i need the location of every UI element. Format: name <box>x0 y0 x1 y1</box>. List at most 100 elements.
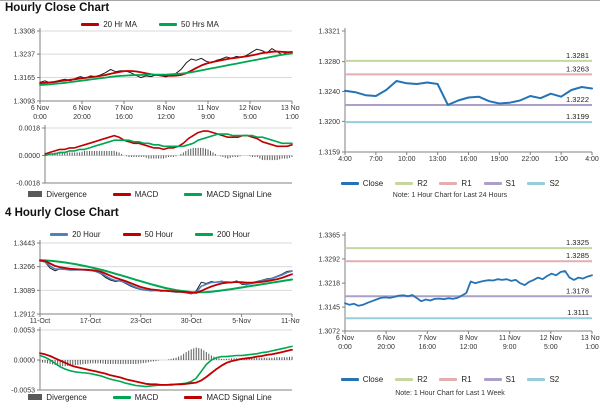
svg-text:1.3159: 1.3159 <box>319 150 341 157</box>
svg-text:1.3308: 1.3308 <box>14 29 36 36</box>
svg-text:1.3321: 1.3321 <box>319 29 341 36</box>
legend-label: R1 <box>461 178 472 188</box>
legend-item: R1 <box>439 178 472 188</box>
svg-text:11-Oct: 11-Oct <box>30 318 51 325</box>
divider <box>0 0 600 1</box>
line-swatch-icon <box>527 181 546 185</box>
svg-text:13 Nov: 13 Nov <box>281 105 300 112</box>
legend-label: Close <box>362 374 384 384</box>
legend-item: R1 <box>439 375 472 384</box>
four-hourly-ma-legend: 20 Hour 50 Hour 200 Hour <box>0 229 300 239</box>
legend-item: S1 <box>483 179 515 188</box>
line-swatch-icon <box>527 377 546 381</box>
svg-text:5-Nov: 5-Nov <box>232 318 251 325</box>
svg-text:10:00: 10:00 <box>398 156 416 163</box>
svg-text:5:00: 5:00 <box>544 344 558 351</box>
svg-text:1.3237: 1.3237 <box>14 52 36 59</box>
hourly-chart-title: Hourly Close Chart <box>5 2 110 14</box>
pivot-24h-chart: 1.3321 1.3280 1.3240 1.3200 1.3159 4:00 7:00 10… <box>300 20 600 180</box>
svg-text:0.0018: 0.0018 <box>19 126 41 133</box>
legend-label: Divergence <box>46 189 87 199</box>
line-swatch-icon <box>184 395 203 399</box>
svg-text:17-Oct: 17-Oct <box>80 318 101 325</box>
svg-text:1:00: 1:00 <box>585 344 599 351</box>
bar-swatch-icon <box>28 191 43 197</box>
line-swatch-icon <box>195 232 213 236</box>
legend-item: 20 Hour <box>50 229 101 239</box>
legend-label: R2 <box>417 374 428 384</box>
svg-text:1.3200: 1.3200 <box>319 119 341 126</box>
svg-text:0.0000: 0.0000 <box>19 153 41 160</box>
svg-text:7 Nov: 7 Nov <box>418 335 437 342</box>
svg-text:1.3285: 1.3285 <box>566 251 589 260</box>
svg-text:1.3072: 1.3072 <box>319 329 341 336</box>
legend-label: MACD <box>134 189 159 199</box>
svg-text:6 Nov: 6 Nov <box>336 335 355 342</box>
svg-text:6 Nov: 6 Nov <box>73 105 92 112</box>
svg-text:4:00: 4:00 <box>338 156 352 163</box>
svg-text:7:00: 7:00 <box>369 156 383 163</box>
four-hourly-close-chart: 1.3443 1.3266 1.3089 1.2912 11-Oct 17-Oct 23-O… <box>0 236 304 335</box>
four-hourly-macd-legend: Divergence MACD MACD Signal Line <box>0 392 300 402</box>
pivot-24h-legend: Close R2 R1 S1 S2 <box>300 178 600 188</box>
line-swatch-icon <box>340 181 359 185</box>
legend-label: 50 Hour <box>144 229 173 239</box>
legend-label: R2 <box>417 178 428 188</box>
pivot-week-chart: 1.3365 1.3292 1.3218 1.3145 1.3072 6 Nov 0:00 6… <box>300 226 600 363</box>
svg-text:20:00: 20:00 <box>73 114 91 121</box>
svg-text:12:00: 12:00 <box>460 344 478 351</box>
svg-text:1.3178: 1.3178 <box>566 286 589 295</box>
svg-text:1.3222: 1.3222 <box>566 95 589 104</box>
legend-item: S2 <box>527 375 559 384</box>
svg-text:22:00: 22:00 <box>521 156 539 163</box>
svg-text:1.3292: 1.3292 <box>319 256 341 263</box>
svg-text:11 Nov: 11 Nov <box>197 105 219 112</box>
svg-text:0:00: 0:00 <box>33 114 47 121</box>
svg-text:4:00: 4:00 <box>585 156 599 163</box>
svg-text:5:00: 5:00 <box>243 114 257 121</box>
legend-label: S1 <box>505 374 516 384</box>
svg-text:-0.0053: -0.0053 <box>11 388 35 395</box>
svg-text:1.3325: 1.3325 <box>566 238 589 247</box>
legend-label: MACD Signal Line <box>206 392 272 402</box>
svg-text:6 Nov: 6 Nov <box>31 105 50 112</box>
svg-text:12:00: 12:00 <box>157 114 175 121</box>
svg-text:12 Nov: 12 Nov <box>239 105 262 112</box>
legend-label: 20 Hour <box>72 229 101 239</box>
legend-item: 20 Hr MA <box>81 20 137 29</box>
pivot-week-note: Note: 1 Hour Chart for Last 1 Week <box>395 390 505 397</box>
pivot-week-legend: Close R2 R1 S1 S2 <box>300 374 600 384</box>
legend-label: Divergence <box>46 392 87 402</box>
svg-text:8 Nov: 8 Nov <box>459 335 478 342</box>
legend-item: Divergence <box>28 392 87 402</box>
svg-text:30-Oct: 30-Oct <box>181 318 202 325</box>
legend-item: MACD <box>112 393 158 402</box>
svg-text:1.3266: 1.3266 <box>14 264 36 271</box>
svg-text:1.3280: 1.3280 <box>319 59 341 66</box>
line-swatch-icon <box>483 181 502 185</box>
svg-text:1:00: 1:00 <box>285 114 299 121</box>
legend-item: Close <box>340 374 384 384</box>
legend-label: 50 Hrs MA <box>181 19 219 29</box>
legend-item: R2 <box>395 179 427 188</box>
svg-text:16:00: 16:00 <box>460 156 478 163</box>
svg-text:1.3443: 1.3443 <box>14 241 36 248</box>
svg-text:1.3281: 1.3281 <box>566 51 589 60</box>
legend-item: Close <box>340 179 383 188</box>
hourly-ma-legend: 20 Hr MA 50 Hrs MA <box>0 19 300 29</box>
legend-item: MACD Signal Line <box>184 392 272 402</box>
svg-text:1.3089: 1.3089 <box>14 288 36 295</box>
svg-text:7 Nov: 7 Nov <box>115 105 134 112</box>
legend-item: 50 Hour <box>122 229 173 239</box>
line-swatch-icon <box>159 22 177 26</box>
svg-text:1.3093: 1.3093 <box>14 99 36 106</box>
line-swatch-icon <box>340 377 359 381</box>
svg-text:11 Nov: 11 Nov <box>499 335 521 342</box>
line-swatch-icon <box>112 395 131 399</box>
legend-label: S2 <box>549 178 560 188</box>
svg-text:13:00: 13:00 <box>429 156 447 163</box>
svg-text:9:00: 9:00 <box>503 344 517 351</box>
svg-text:1.3145: 1.3145 <box>319 305 341 312</box>
svg-text:0.0000: 0.0000 <box>14 358 36 365</box>
